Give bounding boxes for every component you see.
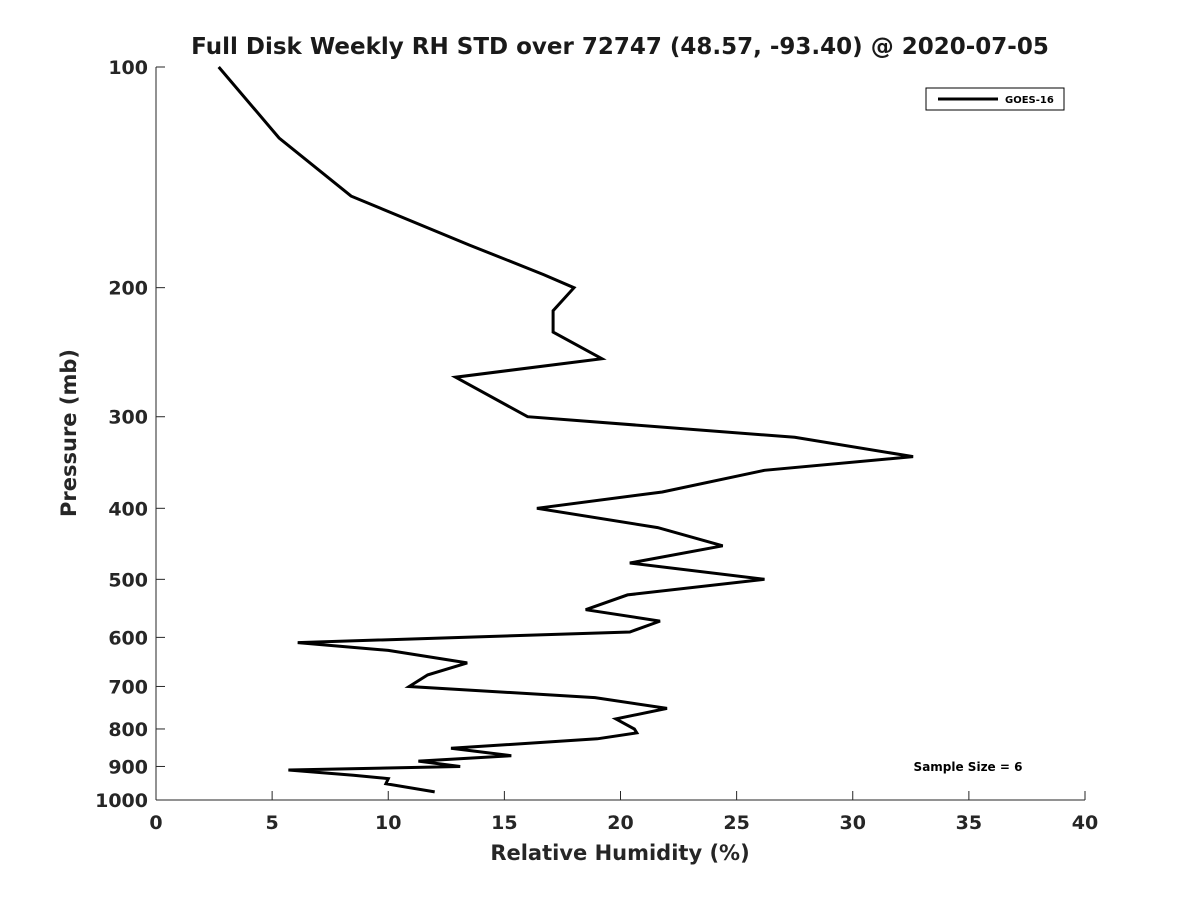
y-tick-label: 800 (108, 719, 148, 741)
y-axis-label: Pressure (mb) (57, 349, 81, 517)
sample-size-annotation: Sample Size = 6 (914, 760, 1023, 774)
x-tick-label: 10 (375, 812, 401, 834)
y-tick-label: 400 (108, 498, 148, 520)
x-tick-label: 40 (1072, 812, 1098, 834)
y-tick-label: 200 (108, 278, 148, 300)
y-tick-label: 300 (108, 407, 148, 429)
series-line-goes-16 (217, 66, 914, 794)
y-axis-ticks: 100 200 300 400 500 600 700 800 900 1000 (95, 57, 165, 812)
legend: GOES-16 (925, 87, 1065, 111)
legend-label: GOES-16 (1005, 95, 1054, 106)
x-axis-label: Relative Humidity (%) (490, 841, 749, 865)
x-tick-label: 15 (491, 812, 517, 834)
x-tick-label: 20 (607, 812, 633, 834)
y-tick-label: 900 (108, 756, 148, 778)
x-tick-label: 5 (266, 812, 279, 834)
x-tick-label: 25 (723, 812, 749, 834)
chart-title: Full Disk Weekly RH STD over 72747 (48.5… (191, 34, 1049, 60)
series-group (217, 66, 914, 794)
y-tick-label: 700 (108, 676, 148, 698)
x-tick-label: 35 (956, 812, 982, 834)
y-tick-label: 500 (108, 569, 148, 591)
y-tick-label: 600 (108, 627, 148, 649)
x-tick-label: 0 (149, 812, 162, 834)
y-tick-label: 100 (108, 57, 148, 79)
x-tick-label: 30 (840, 812, 866, 834)
y-tick-label: 1000 (95, 790, 148, 812)
x-axis-ticks: 0 5 10 15 20 25 30 35 40 (149, 791, 1098, 834)
